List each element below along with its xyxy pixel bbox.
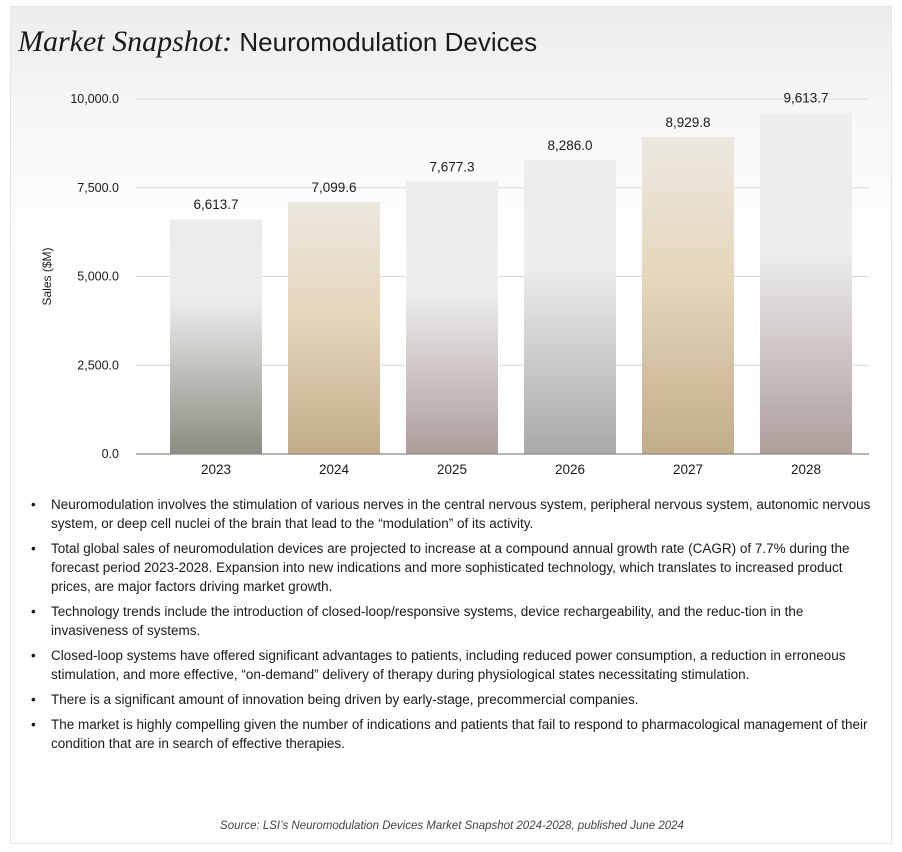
key-point-text: Technology trends include the introducti… xyxy=(51,604,804,638)
y-tick-label: 10,000.0 xyxy=(70,92,119,106)
bar-2023 xyxy=(170,219,262,454)
x-tick-label-2027: 2027 xyxy=(673,462,703,477)
x-tick-label-2023: 2023 xyxy=(201,462,231,477)
key-points-list: • Neuromodulation involves the stimulatio… xyxy=(31,495,871,759)
key-point-text: Total global sales of neuromodulation de… xyxy=(51,541,850,594)
market-snapshot-card: Market Snapshot: Neuromodulation Devices… xyxy=(10,6,892,844)
value-label-2027: 8,929.8 xyxy=(665,115,710,130)
bar-2024 xyxy=(288,201,380,454)
key-point-6: • The market is highly compelling given t… xyxy=(31,715,871,753)
y-tick-label: 2,500.0 xyxy=(77,358,119,372)
bullet-dot: • xyxy=(31,717,36,732)
key-point-text: Closed-loop systems have offered signifi… xyxy=(51,648,846,682)
bullet-dot: • xyxy=(31,541,36,556)
x-tick-label-2024: 2024 xyxy=(319,462,350,477)
y-tick-label: 7,500.0 xyxy=(77,181,119,195)
bullet-dot: • xyxy=(31,497,36,512)
bar-2027 xyxy=(642,136,734,454)
value-label-2028: 9,613.7 xyxy=(783,91,828,106)
bar-2026 xyxy=(524,159,616,455)
key-point-text: There is a significant amount of innovat… xyxy=(51,692,639,707)
key-point-text: The market is highly compelling given th… xyxy=(51,717,868,751)
source-note: Source: LSI’s Neuromodulation Devices Ma… xyxy=(220,820,684,832)
key-point-4: • Closed-loop systems have offered signif… xyxy=(31,646,871,684)
key-point-3: • Technology trends include the introduct… xyxy=(31,602,871,640)
y-tick-label: 0.0 xyxy=(102,447,119,461)
title-rest: Neuromodulation Devices xyxy=(239,27,538,57)
bar-2028 xyxy=(760,112,852,454)
page-title: Market Snapshot: Neuromodulation Devices xyxy=(18,25,537,59)
title-emphasis: Market Snapshot: xyxy=(18,25,233,58)
y-tick-label: 5,000.0 xyxy=(77,270,119,284)
value-label-2023: 6,613.7 xyxy=(193,197,238,212)
value-label-2026: 8,286.0 xyxy=(547,138,592,153)
bullet-dot: • xyxy=(31,604,36,619)
bullet-dot: • xyxy=(31,692,36,707)
key-point-5: • There is a significant amount of innova… xyxy=(31,690,871,709)
bullet-dot: • xyxy=(31,648,36,663)
key-point-text: Neuromodulation involves the stimulation… xyxy=(51,497,871,531)
x-tick-label-2028: 2028 xyxy=(791,462,821,477)
x-tick-label-2026: 2026 xyxy=(555,462,585,477)
sales-bar-chart: 0.0 2,500.0 5,000.0 7,500.0 10,000.0 Sales ($… xyxy=(40,91,869,477)
bar-2025 xyxy=(406,181,498,454)
key-point-1: • Neuromodulation involves the stimulatio… xyxy=(31,495,871,533)
x-tick-label-2025: 2025 xyxy=(437,462,467,477)
y-axis-label: Sales ($M) xyxy=(40,247,54,305)
value-label-2025: 7,677.3 xyxy=(429,159,474,174)
value-label-2024: 7,099.6 xyxy=(311,180,356,195)
key-point-2: • Total global sales of neuromodulation d… xyxy=(31,539,871,596)
